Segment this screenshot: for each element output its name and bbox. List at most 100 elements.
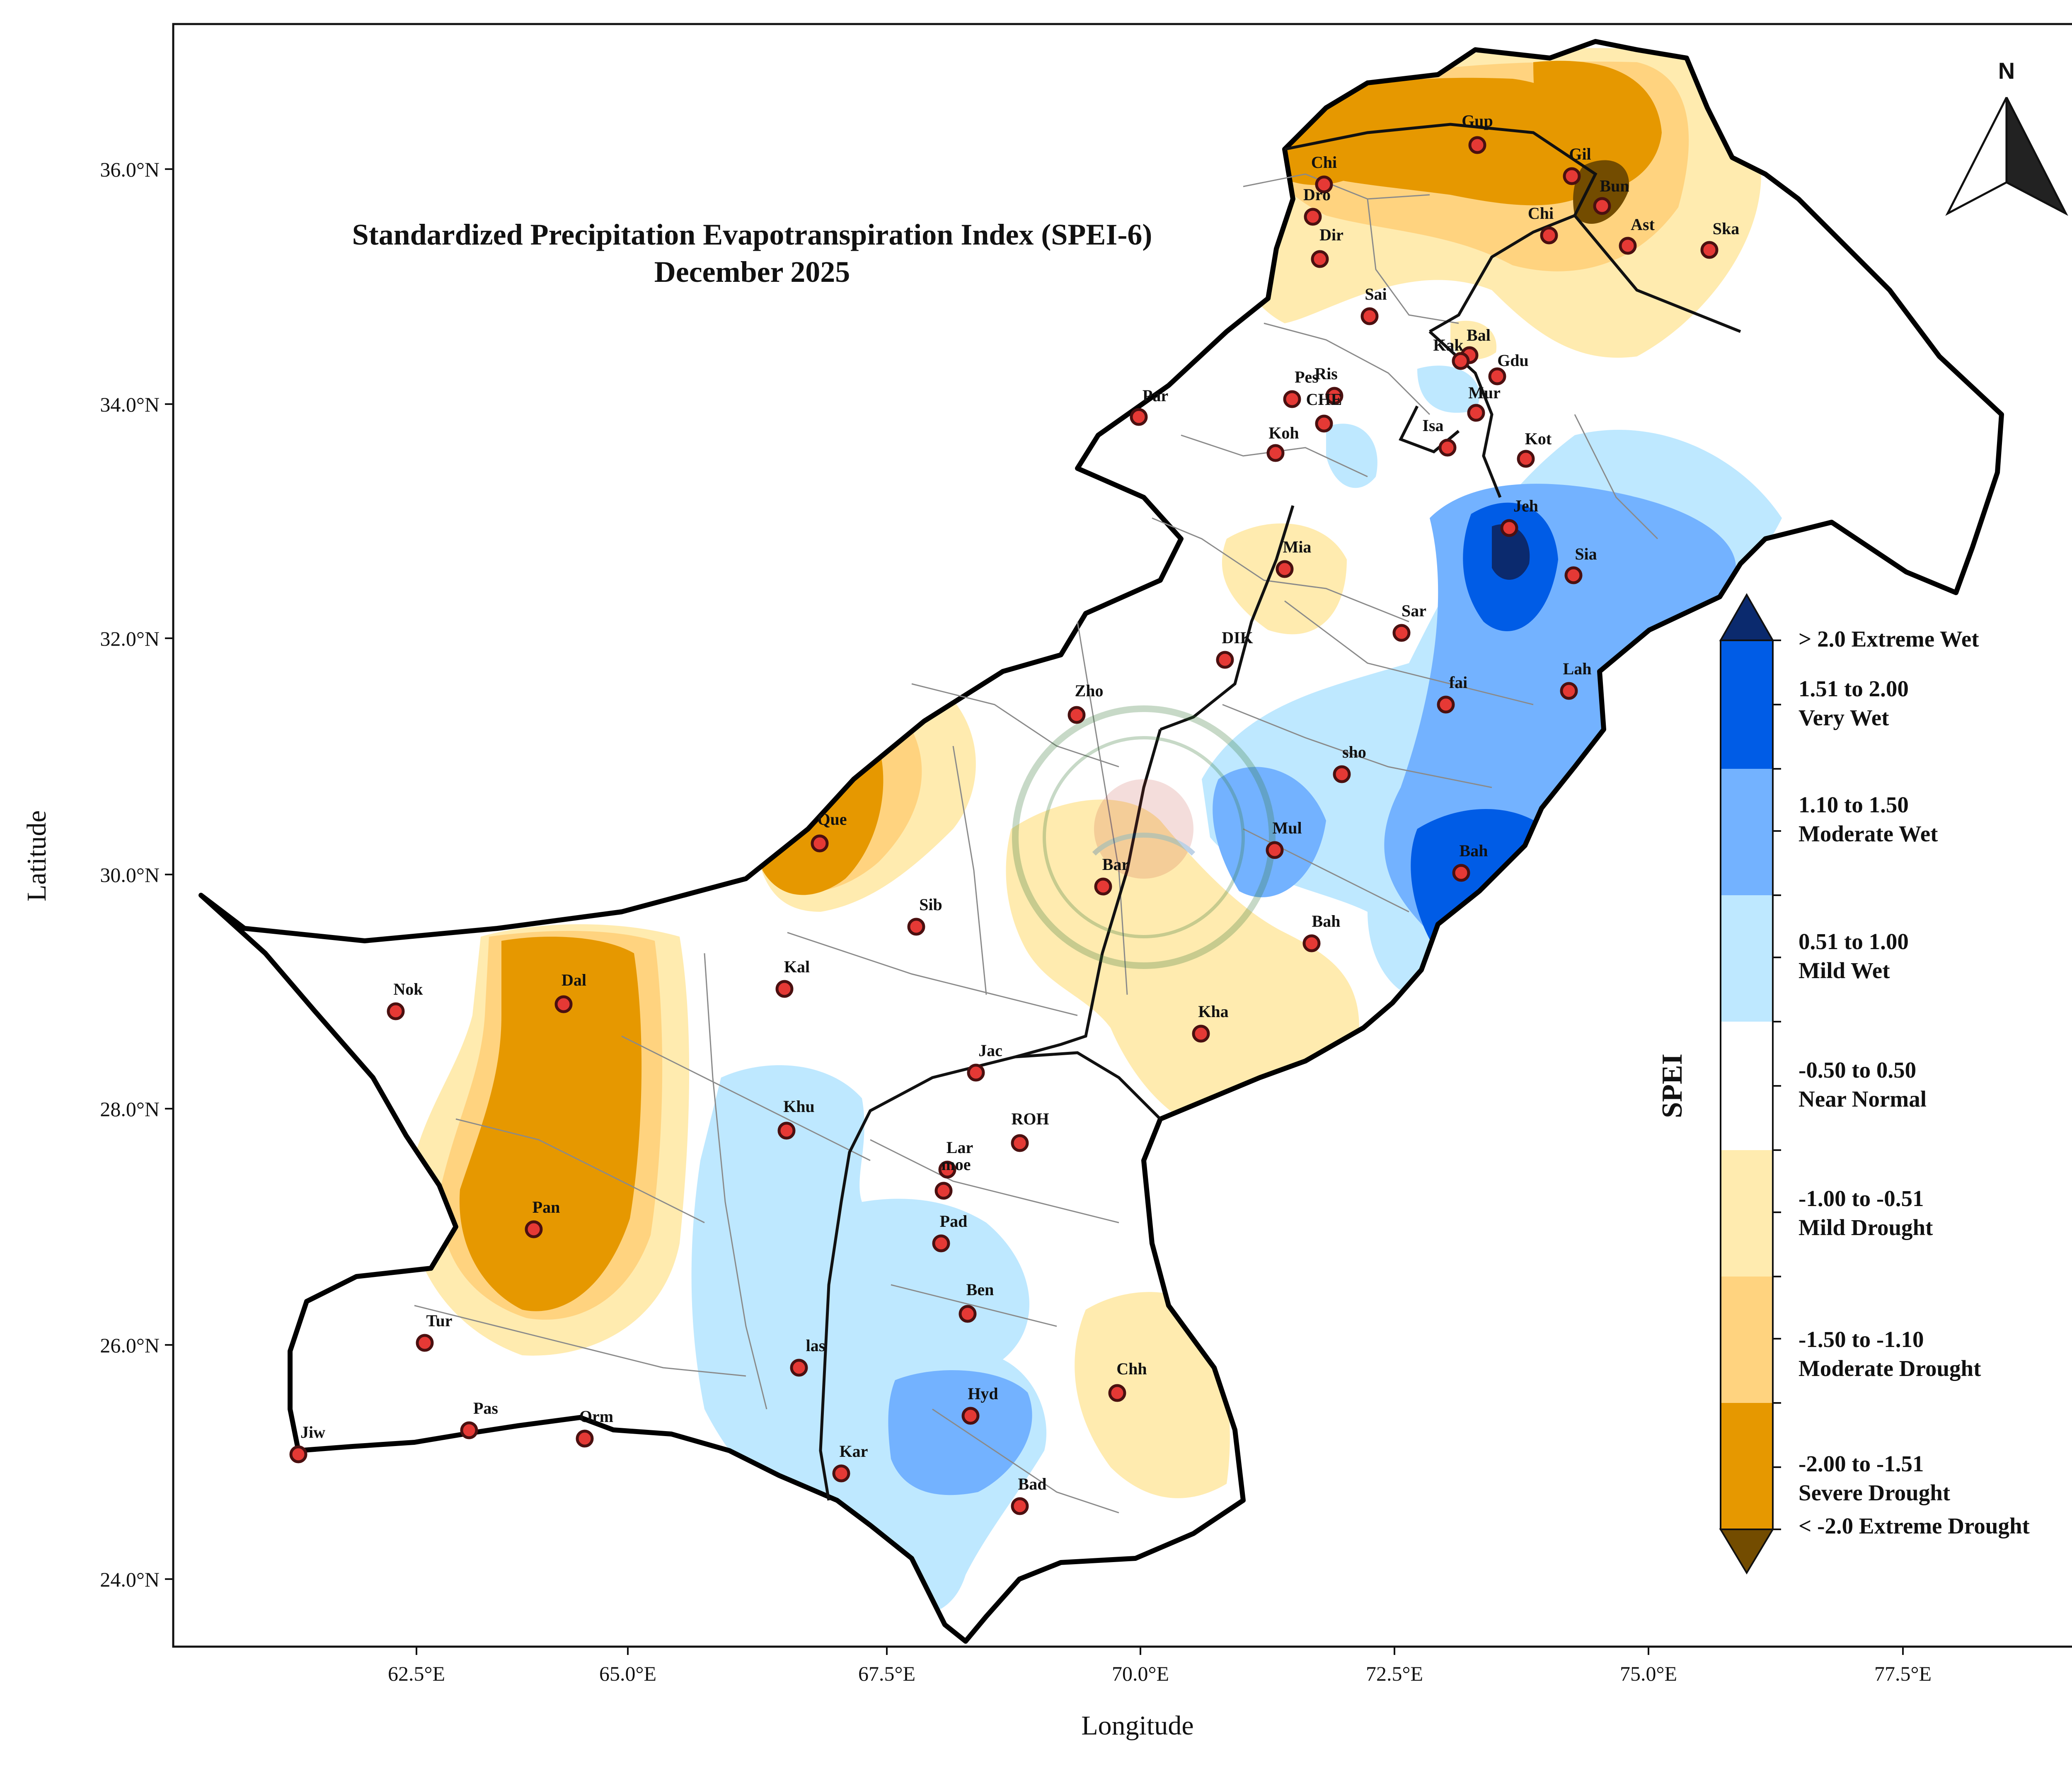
station-dot xyxy=(554,995,573,1013)
y-tick-label: 24.0°N xyxy=(100,1568,160,1591)
contour-mild-drought-balakot xyxy=(1450,320,1497,359)
station-label: Chi xyxy=(1528,204,1554,223)
station-dot xyxy=(416,1334,434,1352)
y-tick: 36.0°N xyxy=(100,158,173,181)
station-dot xyxy=(1488,367,1506,385)
station-label: Gil xyxy=(1569,145,1591,163)
x-tick-label: 62.5°E xyxy=(388,1662,445,1685)
station-label: Tur xyxy=(426,1311,452,1330)
y-tick-label: 26.0°N xyxy=(100,1334,160,1357)
station-label: Par xyxy=(1143,386,1168,405)
legend-very-wet-range: 1.51 to 2.00 xyxy=(1798,676,1909,701)
station-label: Ska xyxy=(1713,219,1740,238)
x-tick-label: 75.0°E xyxy=(1620,1662,1677,1685)
station-dot xyxy=(1333,765,1351,783)
colorbar-swatch-mild-wet xyxy=(1721,895,1773,1022)
station-dot xyxy=(1392,624,1411,642)
station-marker: Nok xyxy=(387,980,423,1020)
station-label: DIK xyxy=(1222,628,1253,647)
legend-moderate-wet-label: Moderate Wet xyxy=(1798,821,1938,846)
station-dot xyxy=(932,1234,950,1252)
x-tick-label: 77.5°E xyxy=(1874,1662,1932,1685)
station-marker: Mul xyxy=(1266,819,1302,859)
station-label: Dir xyxy=(1319,225,1343,244)
station-marker: Kha xyxy=(1192,1002,1229,1043)
station-dot xyxy=(907,918,925,936)
pmd-watermark-logo xyxy=(1012,705,1276,969)
colorbar-swatch-moderate-drought xyxy=(1721,1277,1773,1403)
station-dot xyxy=(1517,450,1535,468)
station-marker: Jeh xyxy=(1500,497,1538,537)
station-dot xyxy=(1302,934,1321,952)
station-label: Pes xyxy=(1295,368,1319,386)
contour-severe-drought-north-east xyxy=(1533,61,1662,192)
station-marker: DIK xyxy=(1216,628,1253,669)
station-dot xyxy=(777,1122,796,1140)
station-label: Jiw xyxy=(300,1423,325,1441)
legend-moderate-drought-range: -1.50 to -1.10 xyxy=(1798,1327,1924,1352)
station-dot xyxy=(289,1445,307,1463)
station-marker: Sai xyxy=(1360,285,1387,325)
y-tick: 26.0°N xyxy=(100,1334,173,1357)
station-marker: fai xyxy=(1437,673,1467,714)
station-marker: Ska xyxy=(1700,219,1740,259)
station-marker: Kar xyxy=(832,1442,868,1483)
station-dot xyxy=(1563,167,1581,185)
colorbar-swatch-moderate-wet xyxy=(1721,769,1773,895)
station-dot xyxy=(1108,1384,1126,1402)
station-dot xyxy=(1700,241,1719,259)
north-arrow-label: N xyxy=(1998,58,2015,84)
contour-severe-drought-west xyxy=(459,937,642,1311)
station-label: Orm xyxy=(579,1407,613,1426)
legend-severe-drought-label: Severe Drought xyxy=(1798,1480,1951,1505)
station-label: ROH xyxy=(1011,1110,1049,1128)
map-title-line2: December 2025 xyxy=(654,255,850,288)
station-label: Khu xyxy=(783,1097,815,1116)
station-dot xyxy=(1452,352,1470,370)
station-label: Pad xyxy=(940,1212,968,1231)
station-dot xyxy=(1011,1134,1029,1152)
station-label: Bah xyxy=(1312,912,1341,930)
station-marker: sho xyxy=(1333,743,1366,783)
station-dot xyxy=(1094,877,1112,896)
x-tick: 65.0°E xyxy=(599,1647,656,1685)
station-marker: Chi xyxy=(1311,153,1337,194)
station-marker: Ben xyxy=(959,1280,994,1323)
station-label: Mia xyxy=(1283,538,1312,556)
station-label: Lah xyxy=(1563,659,1592,678)
legend-mild-wet-range: 0.51 to 1.00 xyxy=(1798,929,1909,954)
station-dot xyxy=(1438,438,1457,457)
station-dot xyxy=(1311,250,1329,268)
station-marker: Lar xyxy=(938,1138,973,1179)
station-dot xyxy=(1266,841,1284,859)
station-marker: Koh xyxy=(1266,424,1299,462)
station-dot xyxy=(1315,175,1333,194)
station-dot xyxy=(938,1160,956,1179)
y-tick: 30.0°N xyxy=(100,863,173,887)
legend-extreme-drought: < -2.0 Extreme Drought xyxy=(1798,1513,2030,1538)
station-dot xyxy=(1619,237,1637,255)
station-label: Kal xyxy=(784,957,810,976)
station-label: Jeh xyxy=(1513,497,1538,515)
station-marker: Ast xyxy=(1619,215,1655,255)
station-marker: Bun xyxy=(1593,177,1629,215)
contour-extreme-wet-jhelum xyxy=(1492,524,1530,580)
station-label: Gdu xyxy=(1497,351,1529,370)
station-dot xyxy=(1452,864,1470,882)
station-marker: Bah xyxy=(1302,912,1341,952)
station-dot xyxy=(1304,208,1322,226)
station-marker: Gil xyxy=(1563,145,1591,185)
station-label: Kar xyxy=(840,1442,868,1461)
station-marker: Pes xyxy=(1283,368,1319,408)
station-marker: Isa xyxy=(1422,416,1457,457)
y-tick-label: 36.0°N xyxy=(100,158,160,181)
station-label: Pan xyxy=(533,1198,560,1216)
station-dot xyxy=(775,980,794,998)
station-label: Ris xyxy=(1314,364,1338,383)
contour-mild-drought-mianwali xyxy=(1222,523,1347,635)
station-label: Kak xyxy=(1433,336,1464,354)
north-arrow-right-half xyxy=(2005,97,2068,216)
station-label: Kha xyxy=(1198,1002,1228,1021)
station-marker: Lah xyxy=(1560,659,1592,700)
